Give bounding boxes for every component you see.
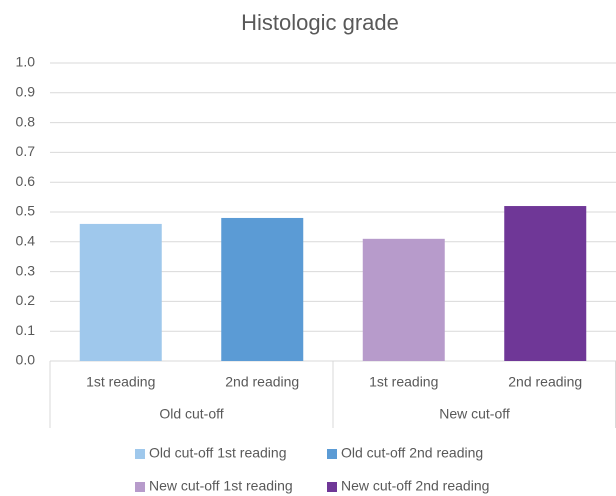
- bar: [221, 217, 304, 361]
- y-tick-label: 0.9: [16, 84, 36, 100]
- y-tick-label: 0.4: [16, 233, 36, 249]
- x-tick-label: 2nd reading: [225, 374, 299, 390]
- group-label: Old cut-off: [159, 406, 223, 422]
- y-tick-label: 0.2: [16, 292, 36, 308]
- y-tick-label: 0.5: [16, 203, 36, 219]
- y-tick-label: 0.0: [16, 352, 36, 368]
- x-tick-label: 1st reading: [86, 374, 155, 390]
- legend-label: New cut-off 1st reading: [149, 478, 293, 494]
- legend-swatch: [327, 482, 337, 492]
- chart-title: Histologic grade: [241, 10, 399, 35]
- legend-label: New cut-off 2nd reading: [341, 478, 489, 494]
- y-tick-label: 1.0: [16, 54, 36, 70]
- y-tick-label: 0.3: [16, 262, 36, 278]
- legend-label: Old cut-off 1st reading: [149, 445, 286, 461]
- legend-swatch: [135, 449, 145, 459]
- y-tick-label: 0.7: [16, 143, 36, 159]
- x-tick-label: 2nd reading: [508, 374, 582, 390]
- legend-label: Old cut-off 2nd reading: [341, 445, 483, 461]
- y-tick-label: 0.1: [16, 322, 36, 338]
- legend-swatch: [327, 449, 337, 459]
- group-label: New cut-off: [439, 406, 510, 422]
- x-tick-label: 1st reading: [369, 374, 438, 390]
- y-tick-label: 0.8: [16, 113, 36, 129]
- bar: [79, 223, 162, 361]
- y-tick-label: 0.6: [16, 173, 36, 189]
- legend-swatch: [135, 482, 145, 492]
- bar: [504, 206, 587, 361]
- bar: [362, 238, 445, 361]
